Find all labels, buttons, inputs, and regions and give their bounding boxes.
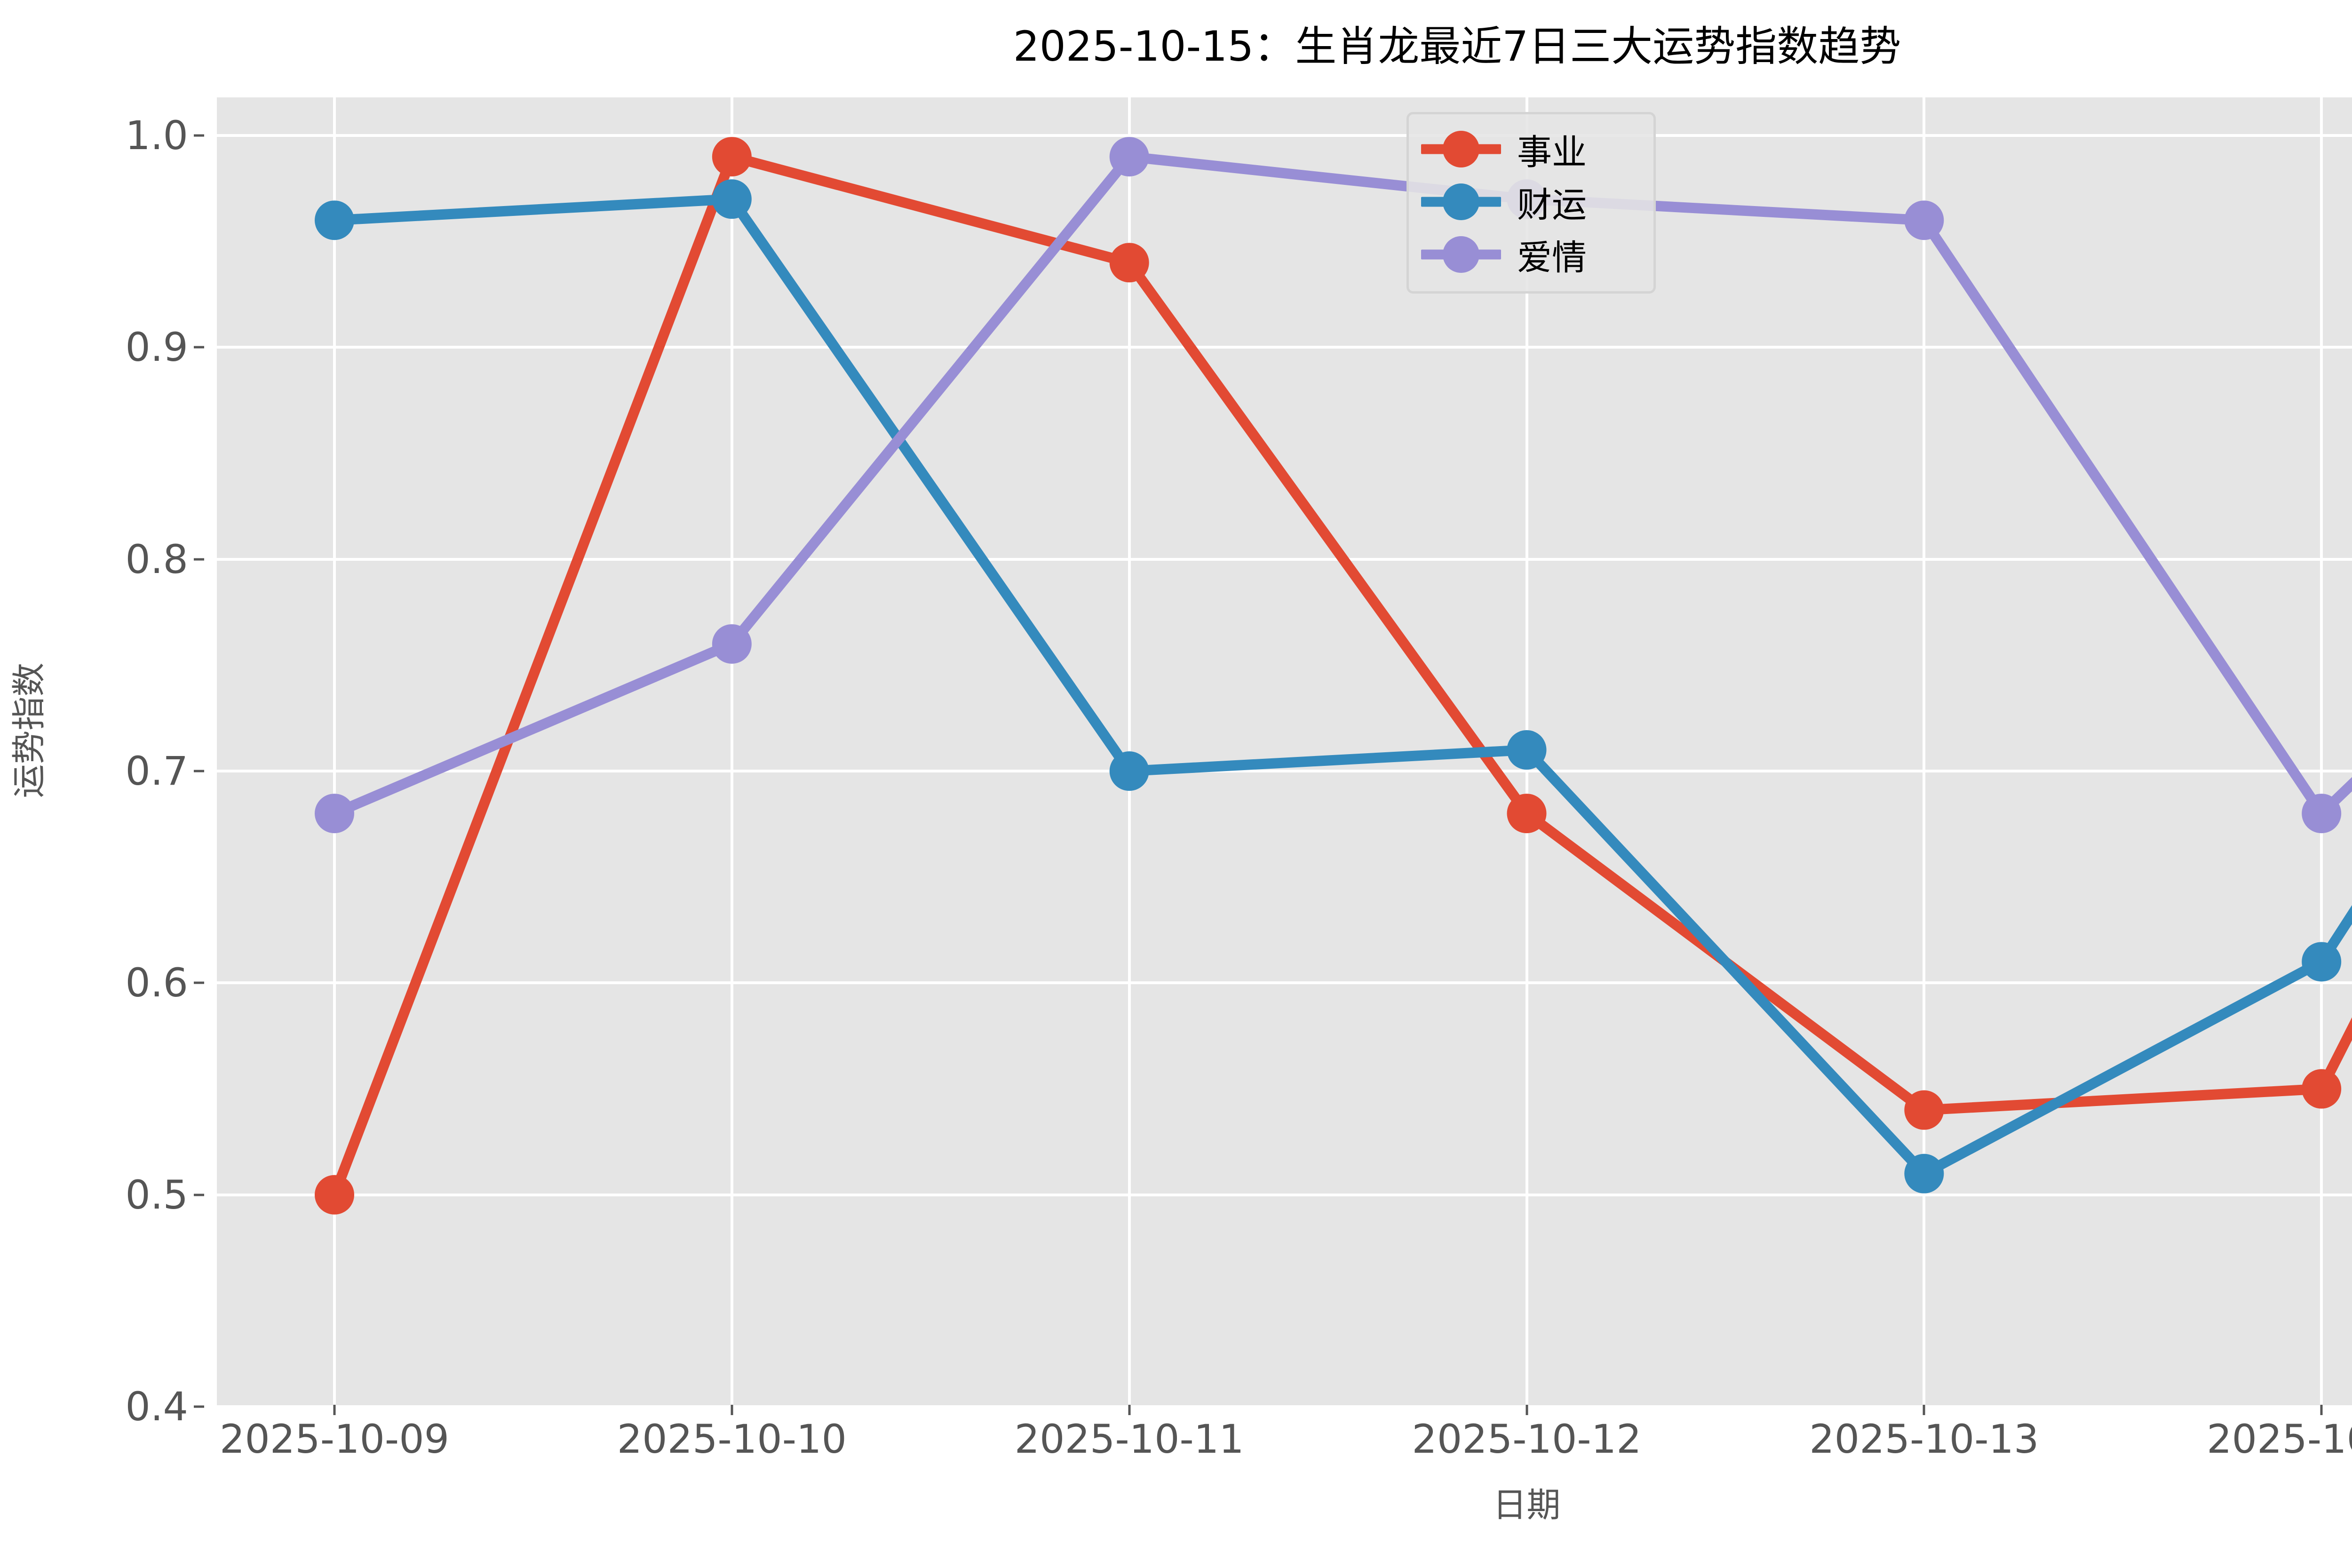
legend-marker-icon bbox=[1443, 131, 1479, 167]
y-tick-mark-4 bbox=[194, 981, 204, 984]
legend-swatch-爱情 bbox=[1421, 236, 1501, 273]
data-point-财运-2025-10-11[interactable] bbox=[1109, 751, 1149, 791]
chart-legend: 事业 财运 爱情 bbox=[1406, 112, 1656, 294]
y-tick-mark-3 bbox=[194, 770, 204, 772]
gridline-horizontal-4 bbox=[217, 981, 2352, 985]
x-tick-mark-1 bbox=[731, 1405, 733, 1415]
y-tick-mark-5 bbox=[194, 1194, 204, 1196]
data-point-财运-2025-10-10[interactable] bbox=[712, 179, 752, 219]
data-point-爱情-2025-10-14[interactable] bbox=[2302, 794, 2342, 834]
gridline-vertical-0 bbox=[333, 97, 336, 1407]
gridline-horizontal-1 bbox=[217, 346, 2352, 349]
y-tick-label-0.8: 0.8 bbox=[125, 536, 188, 582]
series-lines bbox=[315, 137, 2352, 1215]
y-tick-label-0.4: 0.4 bbox=[125, 1384, 188, 1430]
plot-area bbox=[217, 97, 2352, 1407]
gridline-horizontal-3 bbox=[217, 770, 2352, 773]
series-line-事业 bbox=[329, 151, 2352, 1200]
legend-label: 财运 bbox=[1517, 184, 1587, 225]
y-tick-mark-2 bbox=[194, 558, 204, 561]
gridline-horizontal-0 bbox=[217, 134, 2352, 137]
x-tick-mark-4 bbox=[1923, 1405, 1925, 1415]
legend-label: 事业 bbox=[1517, 132, 1587, 173]
x-axis-ticks: 2025-10-09 2025-10-10 2025-10-11 2025-10-12… bbox=[217, 1405, 2352, 1472]
series-line-爱情 bbox=[329, 151, 2352, 819]
x-tick-mark-3 bbox=[1526, 1405, 1528, 1415]
x-tick-label-2025-10-13: 2025-10-13 bbox=[1809, 1416, 2039, 1462]
legend-item-事业[interactable]: 事业 bbox=[1421, 123, 1641, 175]
gridline-horizontal-2 bbox=[217, 557, 2352, 561]
x-tick-mark-5 bbox=[2320, 1405, 2323, 1415]
x-tick-label-2025-10-11: 2025-10-11 bbox=[1014, 1416, 1244, 1462]
x-tick-label-2025-10-10: 2025-10-10 bbox=[617, 1416, 847, 1462]
data-point-事业-2025-10-13[interactable] bbox=[1904, 1090, 1944, 1130]
gridline-vertical-4 bbox=[1923, 97, 1926, 1407]
page-title: 2025-10-15：生肖龙最近7日三大运势指数趋势 bbox=[1013, 22, 1901, 71]
gridline-horizontal-5 bbox=[217, 1193, 2352, 1196]
x-axis-label: 日期 bbox=[1493, 1485, 1561, 1525]
y-tick-label-0.9: 0.9 bbox=[125, 324, 188, 371]
legend-item-爱情[interactable]: 爱情 bbox=[1421, 228, 1641, 281]
data-point-爱情-2025-10-10[interactable] bbox=[712, 624, 752, 664]
data-point-事业-2025-10-12[interactable] bbox=[1507, 794, 1547, 834]
data-point-事业-2025-10-14[interactable] bbox=[2302, 1069, 2342, 1109]
legend-marker-icon bbox=[1443, 236, 1479, 273]
y-tick-mark-1 bbox=[194, 346, 204, 349]
y-tick-label-0.7: 0.7 bbox=[125, 748, 188, 795]
legend-swatch-事业 bbox=[1421, 131, 1501, 167]
data-point-财运-2025-10-14[interactable] bbox=[2302, 942, 2342, 982]
legend-swatch-财运 bbox=[1421, 183, 1501, 220]
y-tick-mark-0 bbox=[194, 134, 204, 137]
data-point-财运-2025-10-12[interactable] bbox=[1507, 730, 1547, 770]
y-tick-label-0.6: 0.6 bbox=[125, 960, 188, 1006]
x-tick-label-2025-10-09: 2025-10-09 bbox=[219, 1416, 450, 1462]
legend-item-财运[interactable]: 财运 bbox=[1421, 175, 1641, 228]
gridline-horizontal-6 bbox=[217, 1405, 2352, 1407]
data-point-事业-2025-10-09[interactable] bbox=[315, 1175, 354, 1215]
legend-label: 爱情 bbox=[1517, 237, 1587, 278]
data-point-爱情-2025-10-13[interactable] bbox=[1904, 200, 1944, 240]
y-axis-ticks: 1.0 0.9 0.8 0.7 0.6 0.5 0.4 bbox=[28, 97, 204, 1430]
y-axis-label: 运势指数 bbox=[9, 662, 49, 798]
data-point-爱情-2025-10-09[interactable] bbox=[315, 794, 354, 834]
x-tick-label-2025-10-12: 2025-10-12 bbox=[1412, 1416, 1642, 1462]
data-point-财运-2025-10-09[interactable] bbox=[315, 200, 354, 240]
x-tick-mark-0 bbox=[333, 1405, 336, 1415]
y-tick-label-1.0: 1.0 bbox=[125, 112, 188, 159]
x-tick-label-2025-10-14: 2025-10-14 bbox=[2207, 1416, 2352, 1462]
x-tick-mark-2 bbox=[1128, 1405, 1131, 1415]
data-point-爱情-2025-10-11[interactable] bbox=[1109, 137, 1149, 177]
gridline-vertical-5 bbox=[2320, 97, 2323, 1407]
y-tick-label-0.5: 0.5 bbox=[125, 1171, 188, 1218]
data-point-事业-2025-10-11[interactable] bbox=[1109, 243, 1149, 283]
y-tick-mark-6 bbox=[194, 1405, 204, 1408]
data-point-财运-2025-10-13[interactable] bbox=[1904, 1154, 1944, 1194]
data-point-事业-2025-10-10[interactable] bbox=[712, 137, 752, 177]
legend-marker-icon bbox=[1443, 183, 1479, 220]
gridline-vertical-1 bbox=[730, 97, 733, 1407]
